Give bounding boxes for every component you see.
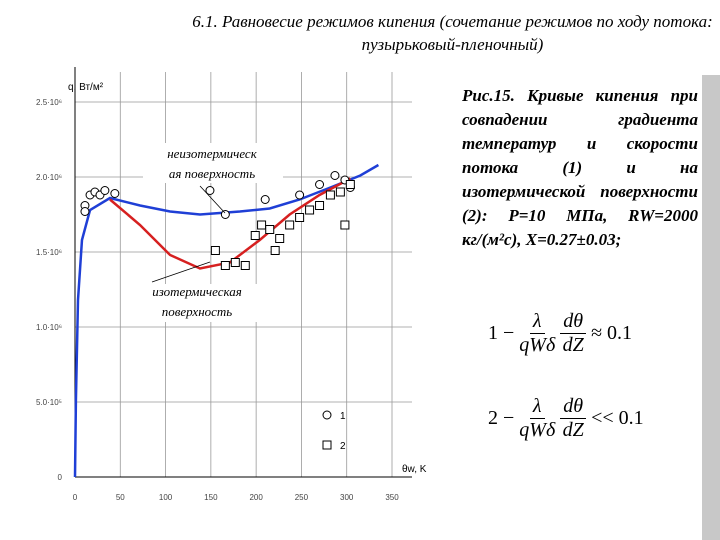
y-tick-label: 2.0·10⁶ <box>36 173 62 182</box>
point <box>295 213 305 222</box>
point <box>345 180 355 189</box>
denominator: dZ <box>562 419 584 441</box>
point <box>220 210 230 219</box>
point <box>330 171 340 180</box>
x-axis-label: θw, K <box>402 464 427 475</box>
x-tick-label: 250 <box>295 493 309 502</box>
point <box>260 195 270 204</box>
point <box>270 246 280 255</box>
point <box>205 186 215 195</box>
equation: 1 − λ qWδ dθ dZ ≈ 0.1 <box>488 310 632 357</box>
fraction: λ qWδ <box>519 310 555 357</box>
x-tick-label: 350 <box>385 493 399 502</box>
annotation: поверхность <box>162 304 233 319</box>
slide-title: 6.1. Равновесие режимов кипения (сочетан… <box>192 12 713 54</box>
annotation-bg <box>143 143 283 183</box>
eq-relation: << 0.1 <box>591 407 644 429</box>
point <box>275 234 285 243</box>
y-tick-label: 1.5·10⁶ <box>36 248 62 257</box>
curve <box>109 177 351 270</box>
numerator: dθ <box>560 395 587 419</box>
pointer <box>151 261 211 283</box>
curve <box>73 163 380 478</box>
point <box>322 410 332 420</box>
legend-label: 2 <box>340 441 346 452</box>
x-tick-label: 200 <box>249 493 263 502</box>
fraction: λ qWδ <box>519 395 555 442</box>
annotation: ая поверхность <box>169 166 255 181</box>
numerator: λ <box>529 310 545 334</box>
chart: 0 5.0·10⁵ 1.0·10⁶ 1.5·10⁶ 2.0·10⁶ 2.5·10⁶ 0 50 1… <box>36 67 427 502</box>
point <box>322 440 332 450</box>
fraction: dθ dZ <box>560 310 587 357</box>
y-tick-label: 5.0·10⁵ <box>36 398 62 407</box>
x-tick-label: 0 <box>73 493 78 502</box>
point <box>80 207 90 216</box>
caption: Рис.15. Кривые кипения при совпадении гр… <box>462 86 698 249</box>
point <box>257 220 267 230</box>
numerator: λ <box>529 395 545 419</box>
eq-lead: 2 − <box>488 407 515 429</box>
eq-relation: ≈ 0.1 <box>591 322 633 344</box>
annotation-bg <box>125 284 270 322</box>
point <box>240 261 250 270</box>
pointer <box>199 185 226 214</box>
x-tick-label: 300 <box>340 493 354 502</box>
y-tick-label: 1.0·10⁶ <box>36 323 62 332</box>
point <box>295 190 305 200</box>
numerator: dθ <box>560 310 587 334</box>
point <box>100 186 110 195</box>
y-axis-label: q, Вт/м² <box>68 82 104 93</box>
point <box>210 246 220 255</box>
point <box>315 201 325 210</box>
point <box>230 258 240 267</box>
point <box>265 225 275 234</box>
fraction: dθ dZ <box>560 395 587 442</box>
decoration <box>702 75 720 540</box>
point <box>250 231 260 240</box>
y-tick-label: 2.5·10⁶ <box>36 98 62 107</box>
denominator: qWδ <box>519 419 556 441</box>
x-tick-label: 150 <box>204 493 218 502</box>
legend-label: 1 <box>340 411 346 422</box>
point <box>220 261 230 270</box>
point <box>340 220 350 230</box>
x-tick-label: 50 <box>116 493 125 502</box>
point <box>305 205 315 215</box>
point <box>325 190 335 200</box>
denominator: qWδ <box>519 334 556 356</box>
annotation: неизотермическ <box>167 146 257 161</box>
point <box>335 187 345 197</box>
point <box>285 220 295 230</box>
eq-lead: 1 − <box>488 322 515 344</box>
y-tick-label: 0 <box>58 473 63 482</box>
point <box>110 189 120 198</box>
annotation: изотермическая <box>152 284 242 299</box>
x-tick-label: 100 <box>159 493 173 502</box>
point <box>315 180 325 189</box>
equation: 2 − λ qWδ dθ dZ << 0.1 <box>488 395 644 442</box>
denominator: dZ <box>562 334 584 356</box>
